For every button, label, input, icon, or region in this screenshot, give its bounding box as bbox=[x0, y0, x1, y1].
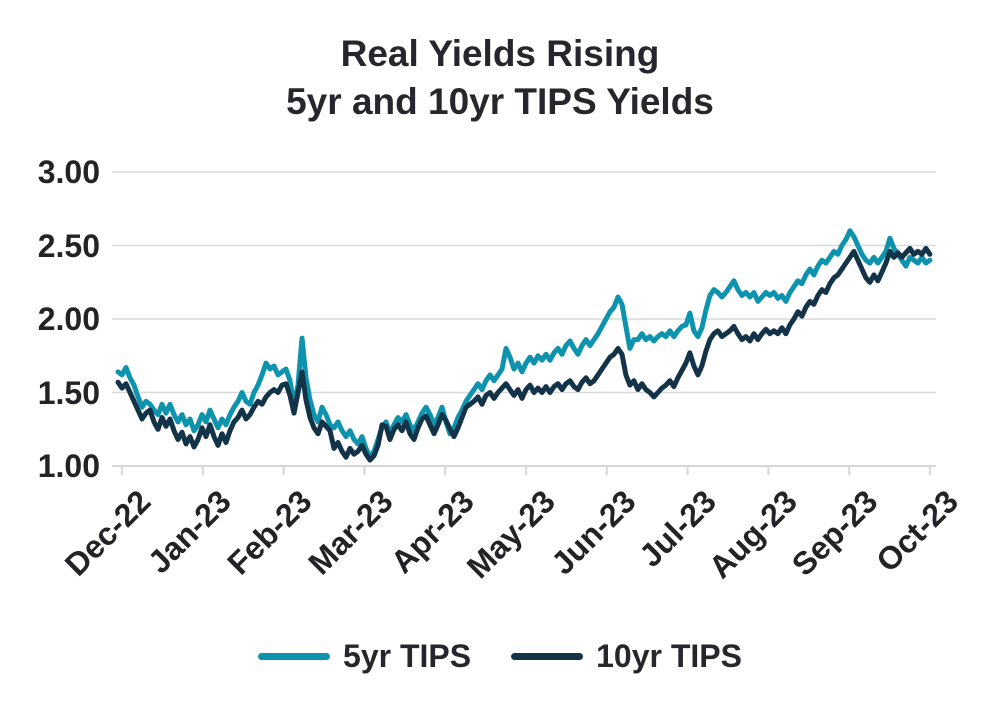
legend-item-5yr-tips: 5yr TIPS bbox=[258, 636, 471, 676]
legend-line-swatch-10yr bbox=[511, 652, 584, 660]
series-line-5yr-tips bbox=[115, 228, 933, 460]
chart-title-line1: Real Yields Rising bbox=[340, 33, 660, 74]
legend-line-swatch-5yr bbox=[258, 652, 331, 660]
series-line-10yr-tips bbox=[115, 245, 933, 463]
legend-label-5yr: 5yr TIPS bbox=[343, 638, 472, 674]
legend-label-10yr: 10yr TIPS bbox=[596, 638, 742, 674]
y-axis-label: 1.00 bbox=[37, 448, 100, 484]
y-axis-label: 2.50 bbox=[37, 227, 100, 264]
legend-item-10yr-tips: 10yr TIPS bbox=[511, 636, 742, 676]
y-axis-label: 2.00 bbox=[37, 301, 100, 337]
chart-title-line2: 5yr and 10yr TIPS Yields bbox=[286, 81, 714, 122]
chart-title: Real Yields Rising 5yr and 10yr TIPS Yie… bbox=[0, 30, 1000, 126]
legend: 5yr TIPS 10yr TIPS bbox=[0, 636, 1000, 676]
y-axis-label: 3.00 bbox=[37, 154, 100, 190]
y-axis-label: 1.50 bbox=[37, 374, 100, 411]
